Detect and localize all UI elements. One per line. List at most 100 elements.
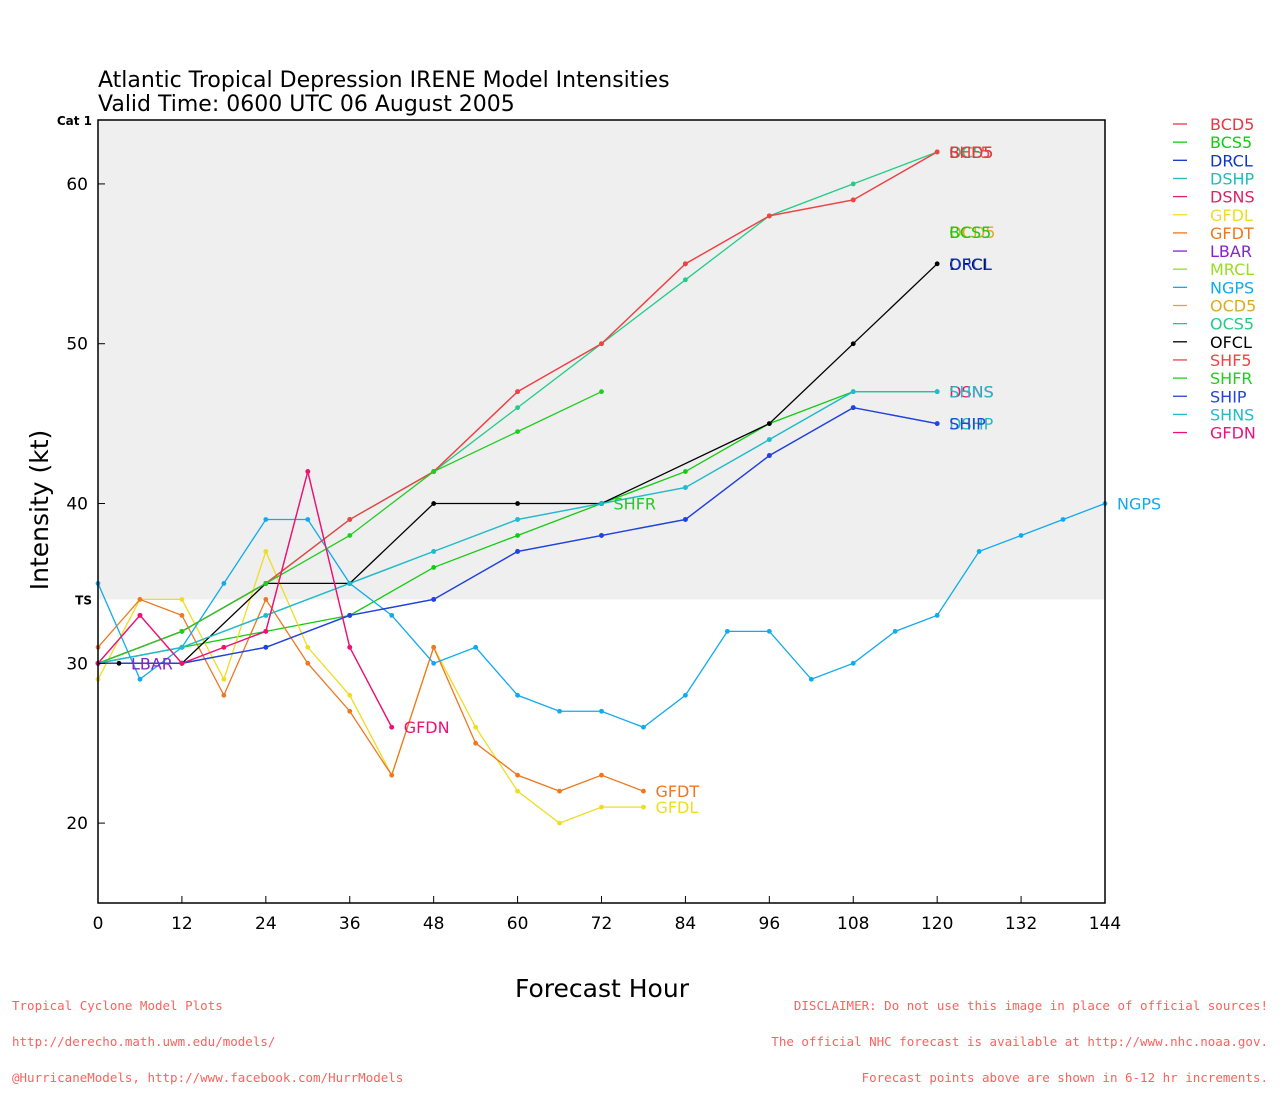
data-point-gfdl [599,804,604,810]
legend-label-ocs5: OCS5 [1210,315,1254,334]
chart-subtitle: Valid Time: 0600 UTC 06 August 2005 [98,92,515,117]
y-tick-label: 30 [66,654,88,674]
data-point-gfdl [305,644,311,650]
data-point-shns [263,612,269,618]
data-point-gfdt [179,612,185,618]
data-point-ngps [641,724,646,730]
legend-label-lbar: LBAR [1210,242,1252,261]
data-point-ofcl [116,660,122,666]
data-point-gfdl [641,804,646,810]
data-point-shfr [179,628,185,634]
data-point-shf5 [683,261,688,267]
data-point-gfdt [431,644,437,650]
data-point-gfdt [599,772,604,778]
x-tick-label: 36 [339,914,361,934]
data-point-gfdl [221,676,227,682]
data-point-bcs5 [431,565,437,570]
data-point-shf5 [347,517,353,522]
data-point-ngps [976,549,982,554]
data-point-ngps [263,517,269,522]
data-point-ship [934,421,940,427]
intensity-band [98,120,1105,600]
x-tick-label: 0 [93,914,104,934]
x-axis-label: Forecast Hour [515,974,690,1003]
x-tick-label: 48 [423,914,445,934]
x-tick-label: 60 [507,914,529,934]
x-tick-label: 132 [1005,914,1037,934]
end-label-lbar: LBAR [131,654,173,673]
data-point-ngps [1018,533,1024,538]
data-point-shfr [599,389,604,395]
data-point-shf5 [599,341,604,347]
data-point-shns [431,549,437,554]
end-label-gfdt: GFDT [655,782,699,801]
end-label-ship: SHIP [949,415,986,434]
y-axis-label: Intensity (kt) [25,430,54,591]
data-point-gfdn [179,660,185,666]
data-point-ofcl [515,501,520,506]
x-tick-label: 120 [921,914,953,934]
data-point-ofcl [431,501,437,506]
data-point-bcs5 [515,533,520,538]
data-point-gfdl [347,692,353,698]
data-point-ngps [766,628,772,634]
legend-label-gfdl: GFDL [1210,206,1253,225]
y-tick-label: 40 [66,495,88,515]
end-label-bcs5: BCS5 [949,223,991,242]
data-point-ship [515,549,520,554]
disclaimer-line: Forecast points above are shown in 6-12 … [861,1070,1268,1085]
data-point-gfdn [263,628,269,634]
legend-label-ngps: NGPS [1210,278,1254,297]
end-label-ocd5: OCD5 [949,223,995,242]
footer-credits: Tropical Cyclone Model Plots http://dere… [12,976,403,1096]
data-point-ngps [221,581,227,586]
data-point-shns [179,644,185,650]
band-label: Cat 1 [57,114,92,128]
end-label-bcd5: BCD5 [949,143,993,162]
end-label-ocs5: OCS5 [949,143,993,162]
data-point-ship [263,644,269,650]
data-point-gfdl [557,820,562,826]
data-point-ofcl [850,341,856,347]
legend-label-dshp: DSHP [1210,169,1255,188]
x-tick-label: 84 [675,914,697,934]
data-point-shf5 [515,389,520,395]
disclaimer-line: DISCLAIMER: Do not use this image in pla… [793,998,1268,1013]
data-point-gfdl [515,788,520,794]
data-point-shns [934,389,940,395]
legend-label-shf5: SHF5 [1210,351,1252,370]
data-point-gfdl [263,549,269,554]
data-point-bcs5 [683,469,688,474]
end-label-ofcl: OFCL [949,255,991,274]
disclaimer-line: The official NHC forecast is available a… [771,1034,1268,1049]
footer-credit-line[interactable]: http://derecho.math.uwm.edu/models/ [12,1034,276,1049]
data-point-gfdt [347,708,353,714]
end-label-dshp: DSHP [949,415,994,434]
end-label-drcl: DRCL [949,255,992,274]
data-point-gfdt [221,692,227,698]
legend-label-shfr: SHFR [1210,369,1253,388]
data-point-gfdt [389,772,395,778]
footer-credit-line[interactable]: @HurricaneModels, http://www.facebook.co… [12,1070,404,1085]
data-point-ship [683,517,688,522]
data-point-ocs5 [515,405,520,411]
data-point-ofcl [934,261,940,267]
end-label-shns: SHNS [949,383,993,402]
data-point-gfdn [389,724,395,730]
data-point-gfdt [137,596,143,602]
data-point-gfdt [641,788,646,794]
data-point-ocs5 [850,181,856,187]
legend-label-ocd5: OCD5 [1210,297,1256,316]
data-point-ngps [1060,517,1066,522]
series-line-gfdt [97,598,644,792]
data-point-ngps [850,660,856,666]
data-point-shns [515,517,520,522]
legend-label-gfdn: GFDN [1210,424,1256,443]
data-point-shfr [515,429,520,435]
data-point-shns [347,581,353,586]
legend-label-ship: SHIP [1210,387,1247,406]
data-point-ngps [934,612,940,618]
data-point-ngps [473,644,479,650]
data-point-ngps [892,628,898,634]
